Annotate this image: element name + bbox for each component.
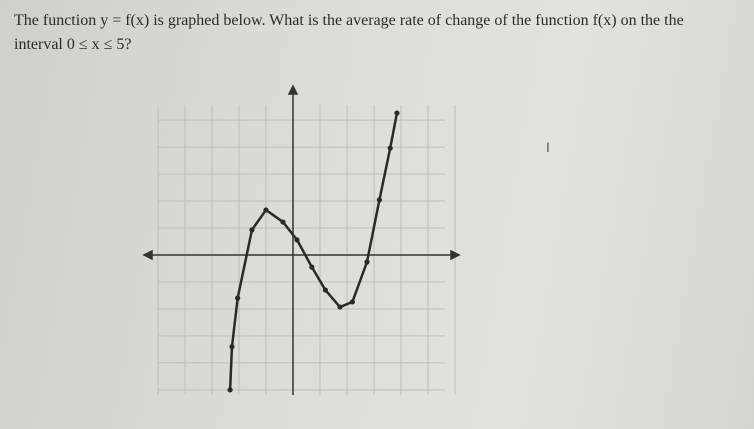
point: [235, 295, 241, 301]
point: [263, 207, 269, 213]
point: [337, 304, 343, 310]
curve: [228, 112, 399, 390]
question-line: The function y = f(x) is graphed below. …: [14, 12, 684, 29]
point: [249, 227, 255, 233]
point: [322, 287, 328, 293]
axes: [142, 84, 461, 395]
plot: [227, 110, 400, 393]
point: [394, 110, 400, 116]
point: [229, 344, 235, 350]
arrow: [287, 84, 299, 95]
point: [309, 264, 315, 270]
point: [294, 237, 300, 243]
grid: [157, 105, 456, 395]
cursor: Ⅰ: [546, 140, 550, 155]
point: [227, 387, 233, 393]
point: [364, 259, 370, 265]
arrow: [450, 249, 461, 261]
arrow: [142, 249, 153, 261]
point: [349, 299, 355, 305]
question-line: interval 0 ≤ x ≤ 5?: [14, 36, 132, 53]
point: [376, 197, 382, 203]
point: [387, 145, 393, 151]
point: [280, 219, 286, 225]
